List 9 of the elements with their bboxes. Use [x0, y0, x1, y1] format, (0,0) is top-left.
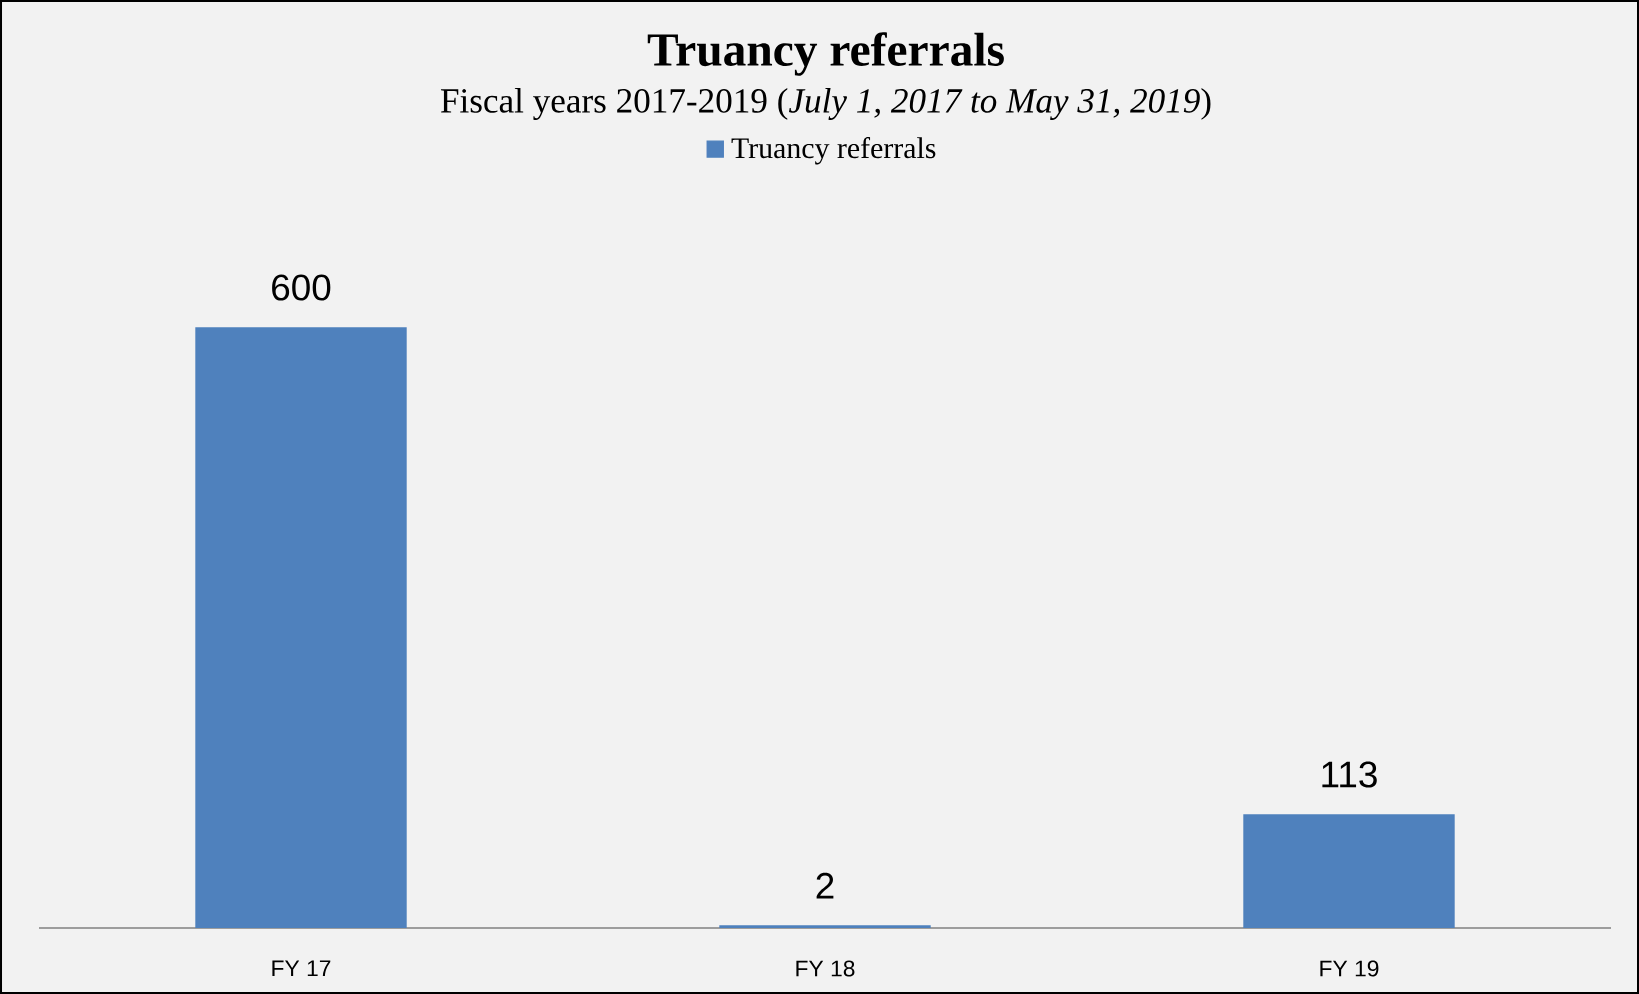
x-tick-label: FY 19: [1320, 960, 1379, 977]
x-tick-label: FY 17: [272, 960, 331, 977]
data-label: 600: [272, 274, 331, 301]
chart-title: Truancy referrals: [647, 32, 1004, 76]
chart-subtitle: Fiscal years 2017-2019 (July 1, 2017 to May 31, 2019): [440, 87, 1211, 120]
x-tick-label: FY 18: [796, 960, 855, 977]
legend-label: Truancy referrals: [731, 136, 936, 165]
data-label: 2: [816, 872, 834, 899]
data-label: 113: [1322, 761, 1377, 788]
